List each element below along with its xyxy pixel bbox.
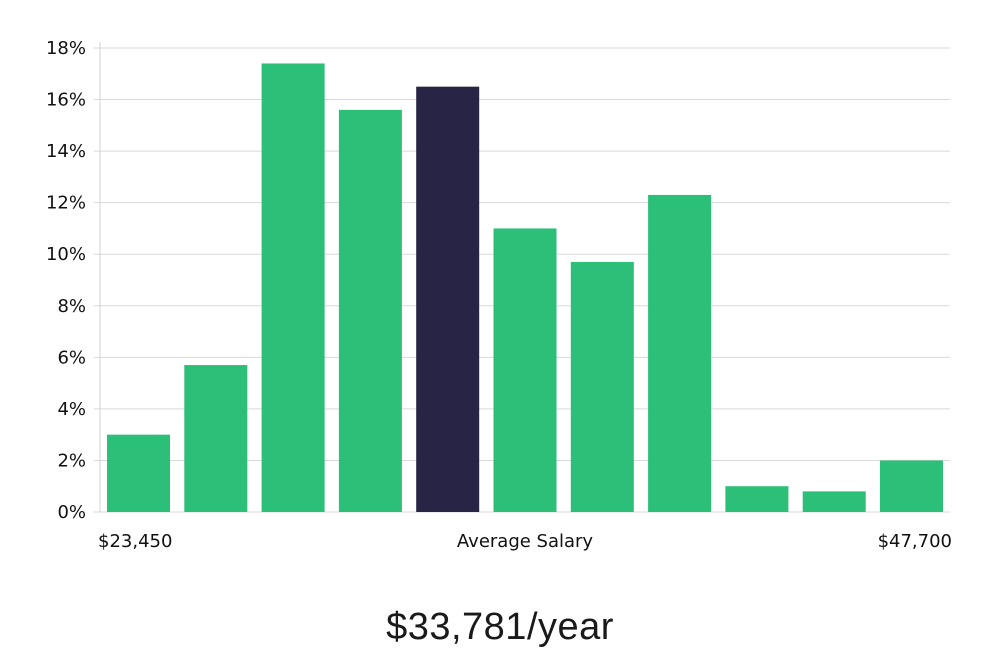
y-tick-label: 0% — [57, 502, 86, 523]
y-tick-label: 16% — [46, 90, 86, 111]
bar — [802, 491, 866, 512]
salary-histogram: 0% 2% 4% 6% 8% 10% 12% 14% 16% 18% $23,450 Averag… — [46, 38, 952, 552]
bar — [725, 486, 789, 512]
y-tick-label: 10% — [46, 244, 86, 265]
bar-average-salary — [416, 86, 480, 513]
y-tick-label: 14% — [46, 141, 86, 162]
y-axis-ticks: 0% 2% 4% 6% 8% 10% 12% 14% 16% 18% — [46, 38, 86, 523]
bar — [338, 109, 402, 512]
x-label-average: Average Salary — [457, 531, 594, 552]
bars — [107, 63, 943, 513]
y-tick-label: 8% — [57, 296, 86, 317]
bar — [493, 228, 557, 512]
y-tick-label: 12% — [46, 193, 86, 214]
bar — [880, 460, 943, 512]
y-tick-label: 6% — [57, 347, 86, 368]
bar — [261, 63, 325, 512]
y-tick-label: 18% — [46, 38, 86, 59]
bar — [107, 434, 170, 512]
bar — [648, 194, 712, 512]
bar — [570, 261, 634, 512]
y-tick-label: 4% — [57, 399, 86, 420]
x-label-min: $23,450 — [98, 531, 172, 552]
x-label-max: $47,700 — [878, 531, 952, 552]
y-tick-label: 2% — [57, 450, 86, 471]
average-salary-caption: $33,781/year — [386, 606, 614, 648]
bar — [184, 365, 248, 512]
